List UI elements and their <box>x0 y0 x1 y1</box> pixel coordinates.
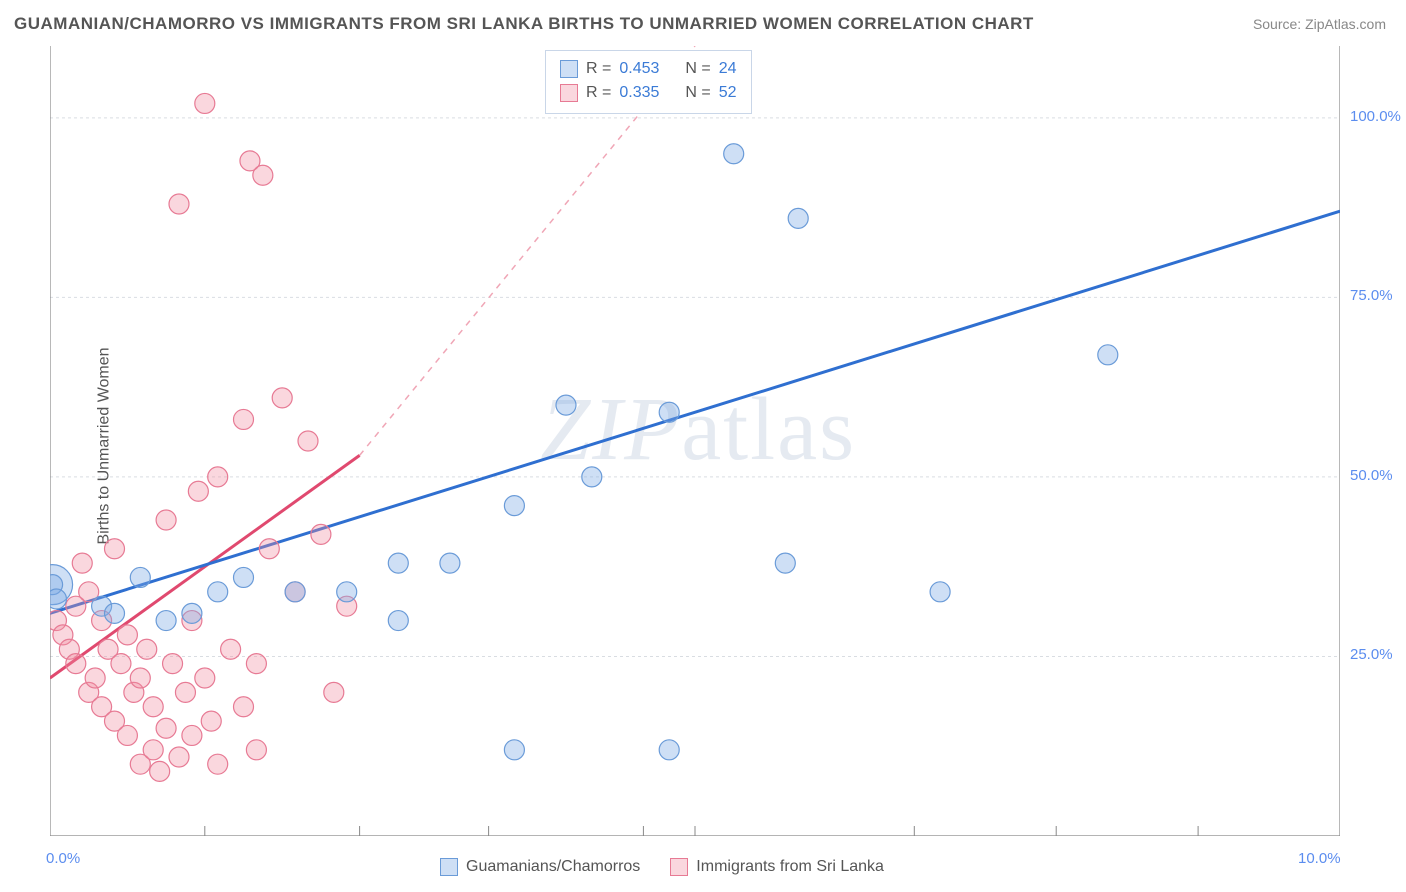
legend-swatch <box>440 858 458 876</box>
y-tick-label: 25.0% <box>1350 646 1393 663</box>
x-tick-label: 10.0% <box>1298 850 1341 867</box>
stat-n-label: N = <box>685 81 710 105</box>
legend-item: Guamanians/Chamorros <box>440 858 640 876</box>
legend-bottom: Guamanians/Chamorros Immigrants from Sri … <box>440 858 884 876</box>
stat-r-value: 0.453 <box>619 57 659 81</box>
legend-swatch <box>560 84 578 102</box>
legend-label: Immigrants from Sri Lanka <box>696 858 884 876</box>
legend-stats-row: R = 0.335 N = 52 <box>560 81 737 105</box>
legend-label: Guamanians/Chamorros <box>466 858 640 876</box>
legend-item: Immigrants from Sri Lanka <box>670 858 884 876</box>
y-tick-label: 50.0% <box>1350 467 1393 484</box>
stat-n-value: 24 <box>719 57 737 81</box>
stat-r-label: R = <box>586 81 611 105</box>
chart-container: GUAMANIAN/CHAMORRO VS IMMIGRANTS FROM SR… <box>0 0 1406 892</box>
legend-swatch <box>560 60 578 78</box>
legend-stats-box: R = 0.453 N = 24 R = 0.335 N = 52 <box>545 50 752 114</box>
stat-n-label: N = <box>685 57 710 81</box>
source-attribution: Source: ZipAtlas.com <box>1253 16 1386 32</box>
legend-swatch <box>670 858 688 876</box>
y-tick-label: 100.0% <box>1350 108 1401 125</box>
stat-r-label: R = <box>586 57 611 81</box>
x-tick-label: 0.0% <box>46 850 80 867</box>
stat-r-value: 0.335 <box>619 81 659 105</box>
legend-stats-row: R = 0.453 N = 24 <box>560 57 737 81</box>
y-tick-label: 75.0% <box>1350 287 1393 304</box>
plot-area: ZIPatlas <box>50 46 1340 836</box>
chart-title: GUAMANIAN/CHAMORRO VS IMMIGRANTS FROM SR… <box>14 14 1034 34</box>
stat-n-value: 52 <box>719 81 737 105</box>
